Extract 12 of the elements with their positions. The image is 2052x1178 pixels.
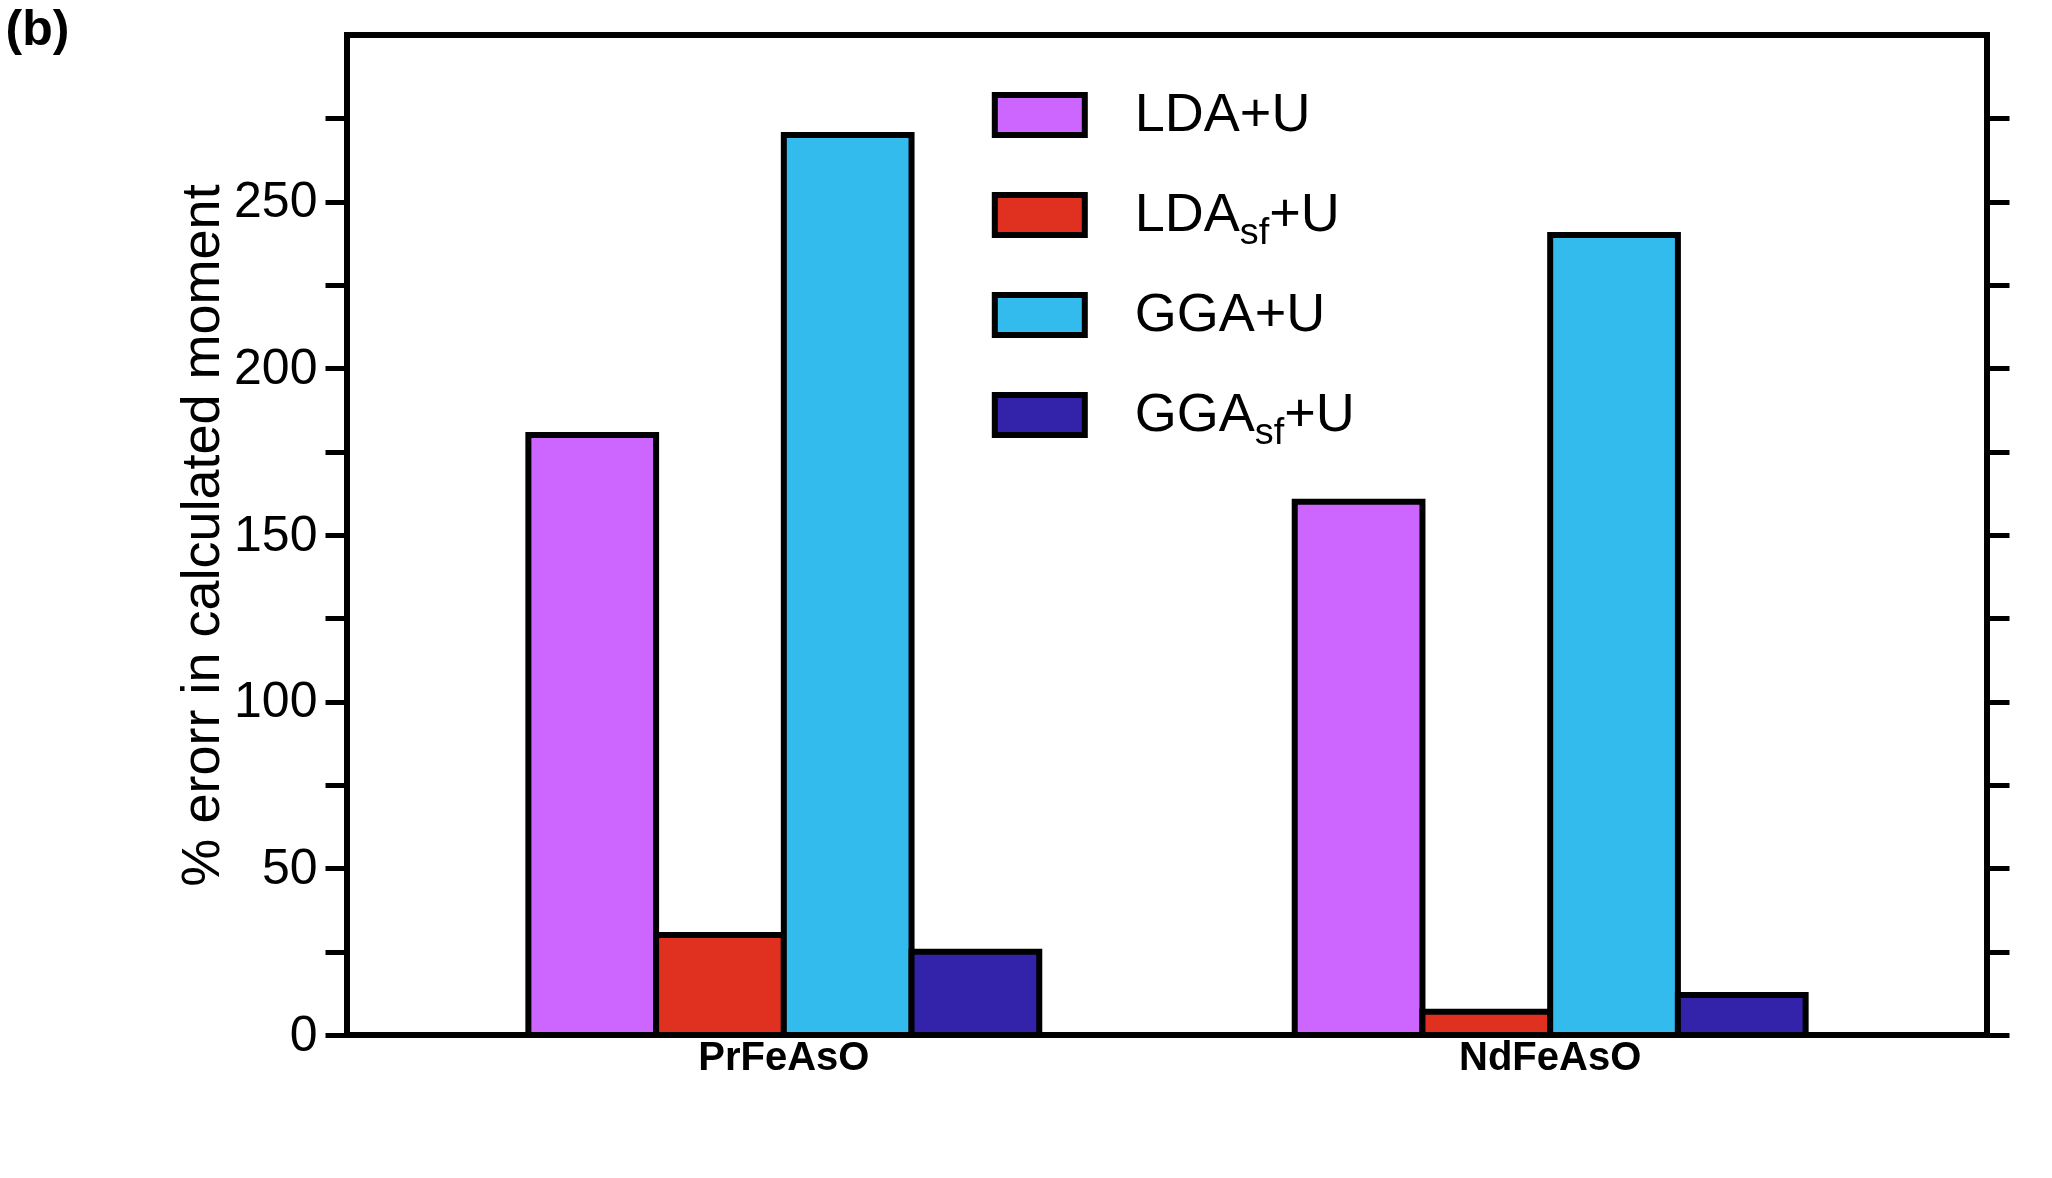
y-tick-label: 150 — [234, 505, 318, 562]
text: (b) — [5, 0, 70, 56]
x-tick-label: NdFeAsO — [1459, 1033, 1642, 1078]
y-tick-label: 250 — [234, 172, 318, 229]
y-tick-label: 100 — [234, 672, 318, 729]
y-tick-label: 200 — [234, 338, 318, 395]
y-axis-title: % erorr in calculated moment — [170, 184, 231, 887]
legend-label: GGA+U — [1134, 282, 1326, 342]
y-tick-label: 50 — [261, 838, 318, 895]
y-tick-label: 0 — [289, 1005, 318, 1062]
legend-label: LDA+U — [1134, 82, 1311, 142]
x-tick-label: PrFeAsO — [698, 1033, 870, 1078]
